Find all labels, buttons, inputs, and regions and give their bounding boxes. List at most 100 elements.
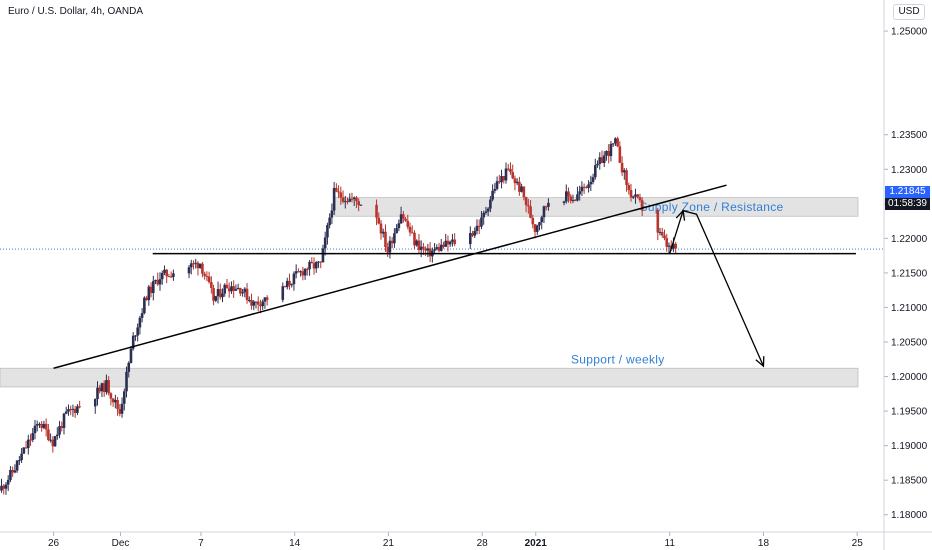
candle-down (442, 244, 445, 247)
candle-up (486, 208, 490, 212)
candle-up (20, 453, 23, 461)
candle-up (151, 281, 155, 294)
candle-up (131, 335, 135, 349)
candle-up (58, 426, 61, 435)
time-tick-label: 7 (198, 538, 204, 549)
candle-down (660, 231, 664, 236)
candle-down (377, 217, 381, 224)
candle-up (241, 292, 244, 294)
candle-up (515, 181, 519, 184)
price-tick-label: 1.19500 (891, 407, 928, 418)
candle-up (448, 241, 452, 245)
candle-down (620, 162, 624, 173)
candle-up (317, 261, 320, 263)
candle-up (419, 246, 423, 250)
candle-up (221, 293, 224, 298)
candle-up (328, 217, 331, 226)
candle-down (165, 269, 168, 277)
zones: Supply Zone / Resistance Support / weekly (0, 197, 859, 388)
candle-down (2, 485, 6, 489)
candle-up (100, 383, 104, 392)
candle-down (498, 181, 501, 183)
candle-up (187, 267, 191, 274)
candle-down (616, 138, 619, 147)
candle-down (47, 429, 50, 440)
candle-up (160, 272, 164, 280)
candle-down (227, 288, 231, 292)
candle-up (542, 206, 546, 218)
candle-down (424, 248, 427, 251)
candle-down (337, 191, 340, 193)
candle-up (397, 223, 401, 229)
candle-up (343, 201, 347, 203)
candle-up (576, 194, 579, 201)
candle-down (413, 232, 416, 246)
price-tick-label: 1.18000 (891, 510, 928, 521)
candle-up (491, 190, 494, 200)
candle-up (323, 237, 327, 249)
candle-down (567, 191, 570, 197)
candle-up (143, 297, 146, 314)
candle-down (638, 197, 642, 201)
candle-up (303, 268, 307, 276)
candle-up (475, 225, 479, 232)
candle-down (205, 275, 209, 277)
candle-up (580, 186, 584, 192)
candle-up (435, 247, 439, 250)
currency-badge[interactable]: USD (893, 4, 925, 20)
candle-down (379, 223, 383, 234)
candle-up (535, 225, 539, 232)
candle-up (13, 470, 17, 473)
candle-down (618, 146, 622, 163)
candle-up (591, 177, 595, 182)
time-tick-label: Dec (112, 538, 130, 549)
candle-up (468, 233, 472, 245)
candle-up (658, 231, 662, 233)
candle-up (433, 249, 436, 251)
projection-path (669, 209, 765, 367)
candle-up (631, 196, 635, 198)
time-tick-label: 26 (48, 538, 60, 549)
candle-up (578, 191, 581, 195)
candle-up (294, 271, 298, 274)
time-tick-label: 28 (477, 538, 489, 549)
price-tick-label: 1.20500 (891, 338, 928, 349)
candle-up (500, 176, 503, 183)
candle-up (261, 301, 264, 307)
candle-up (9, 469, 12, 480)
candle-up (609, 144, 613, 157)
candle-down (408, 226, 412, 233)
candle-up (393, 233, 396, 244)
candle-down (149, 286, 153, 294)
candle-up (114, 399, 117, 403)
candle-up (623, 170, 626, 173)
candle-up (31, 433, 35, 440)
candle-up (593, 165, 597, 178)
candle-down (513, 178, 517, 184)
price-tick-label: 1.18500 (891, 476, 928, 487)
price-tick-label: 1.21500 (891, 268, 928, 279)
candle-down (524, 197, 528, 206)
bar-countdown-tag: 01:58:39 (885, 198, 930, 210)
candle-up (571, 199, 575, 201)
candle-down (335, 188, 338, 192)
candle-up (136, 327, 139, 336)
candle-up (230, 286, 233, 292)
price-tick-label: 1.22000 (891, 234, 928, 245)
candle-up (172, 273, 175, 278)
candle-down (518, 181, 521, 192)
candle-up (96, 387, 99, 400)
candle-up (285, 280, 289, 288)
support-zone-label: Support / weekly (571, 352, 665, 366)
candle-up (67, 409, 70, 412)
candle-down (410, 232, 414, 234)
candle-up (602, 155, 606, 163)
candle-up (223, 284, 227, 294)
candle-down (102, 383, 106, 393)
supply-zone-label: Supply Zone / Resistance (640, 200, 784, 214)
candle-up (598, 157, 602, 164)
candle-up (62, 413, 66, 428)
drawings (53, 184, 856, 369)
candle-up (129, 348, 133, 363)
